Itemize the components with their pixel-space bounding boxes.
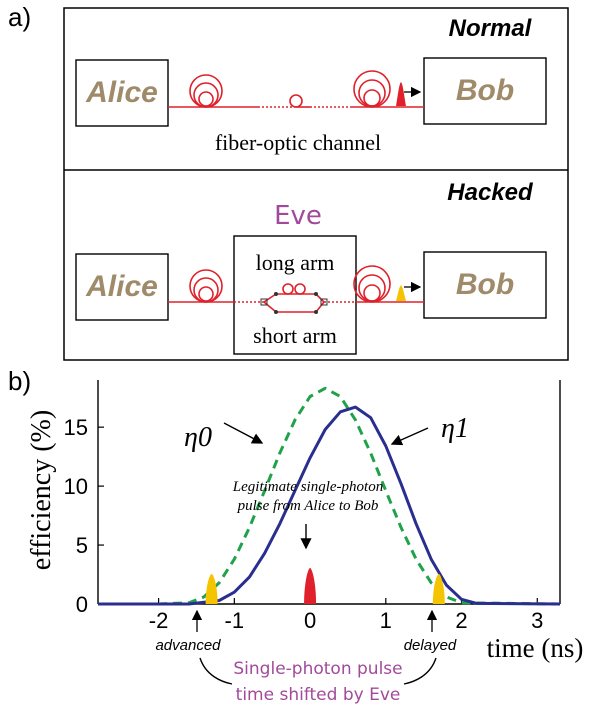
eta1-pointer bbox=[390, 427, 429, 446]
shift-annotation-line2: time shifted by Eve bbox=[236, 685, 401, 705]
alice-label-hacked: Alice bbox=[85, 270, 158, 303]
normal-scenario: Normal Alice Bob fiber-optic channel bbox=[75, 15, 547, 155]
shifted-pulse bbox=[432, 574, 445, 604]
normal-mode-label: Normal bbox=[449, 15, 533, 42]
panel-a-frame bbox=[63, 7, 569, 361]
y-tick-label: 10 bbox=[64, 474, 88, 499]
panel-a-label: a) bbox=[8, 2, 31, 32]
y-tick-label: 0 bbox=[76, 592, 88, 617]
interferometer-arms bbox=[260, 283, 328, 314]
panel-b-label: b) bbox=[8, 366, 31, 396]
shifted-pulse bbox=[205, 574, 218, 604]
alice-box-hacked bbox=[75, 253, 169, 321]
alice-label-normal: Alice bbox=[85, 76, 158, 109]
brace-right bbox=[403, 657, 437, 685]
fiber-channel-label: fiber-optic channel bbox=[215, 130, 381, 155]
eve-interferometer-box bbox=[233, 235, 357, 355]
eta1-curve bbox=[98, 405, 561, 606]
long-arm-label: long arm bbox=[256, 250, 335, 275]
brace-left bbox=[199, 657, 233, 685]
legit-pulse-annotation-line1: Legitimate single-photon bbox=[232, 479, 383, 495]
hacked-scenario: Hacked Eve Alice Bob long arm short arm bbox=[75, 179, 547, 355]
x-tick-label: -2 bbox=[149, 608, 169, 633]
bob-box-normal bbox=[423, 57, 547, 125]
hacked-mode-label: Hacked bbox=[447, 179, 534, 206]
delayed-label: delayed bbox=[404, 637, 457, 654]
y-tick-label: 15 bbox=[64, 415, 88, 440]
eve-label: Eve bbox=[274, 201, 322, 231]
bob-box-hacked bbox=[423, 251, 547, 319]
bob-label-normal: Bob bbox=[456, 74, 514, 107]
series-label-eta1: η1 bbox=[441, 413, 469, 444]
x-tick-label: 2 bbox=[455, 608, 467, 633]
short-arm-label: short arm bbox=[253, 323, 337, 348]
bob-label-hacked: Bob bbox=[456, 268, 514, 301]
shifted-pulse-hacked bbox=[396, 285, 406, 301]
legit-pulse-annotation-line2: pulse from Alice to Bob bbox=[237, 498, 379, 514]
x-tick-label: 0 bbox=[304, 608, 316, 633]
legit-pulse-normal bbox=[396, 82, 406, 106]
x-tick-label: 1 bbox=[380, 608, 392, 633]
shift-annotation-line1: Single-photon pulse bbox=[233, 659, 402, 679]
alice-box-normal bbox=[75, 59, 169, 127]
y-tick-label: 5 bbox=[76, 533, 88, 558]
eta0-curve bbox=[98, 386, 561, 606]
x-tick-label: 3 bbox=[531, 608, 543, 633]
series-label-eta0: η0 bbox=[184, 422, 212, 453]
x-axis-label: time (ns) bbox=[487, 633, 584, 663]
fiber-channel-normal bbox=[168, 70, 424, 108]
y-axis-label: efficiency (%) bbox=[26, 410, 57, 570]
x-tick-label: -1 bbox=[225, 608, 245, 633]
legit-pulse bbox=[304, 568, 317, 604]
eta0-pointer bbox=[223, 422, 264, 444]
advanced-label: advanced bbox=[155, 637, 221, 654]
fiber-channel-hacked bbox=[168, 265, 424, 303]
